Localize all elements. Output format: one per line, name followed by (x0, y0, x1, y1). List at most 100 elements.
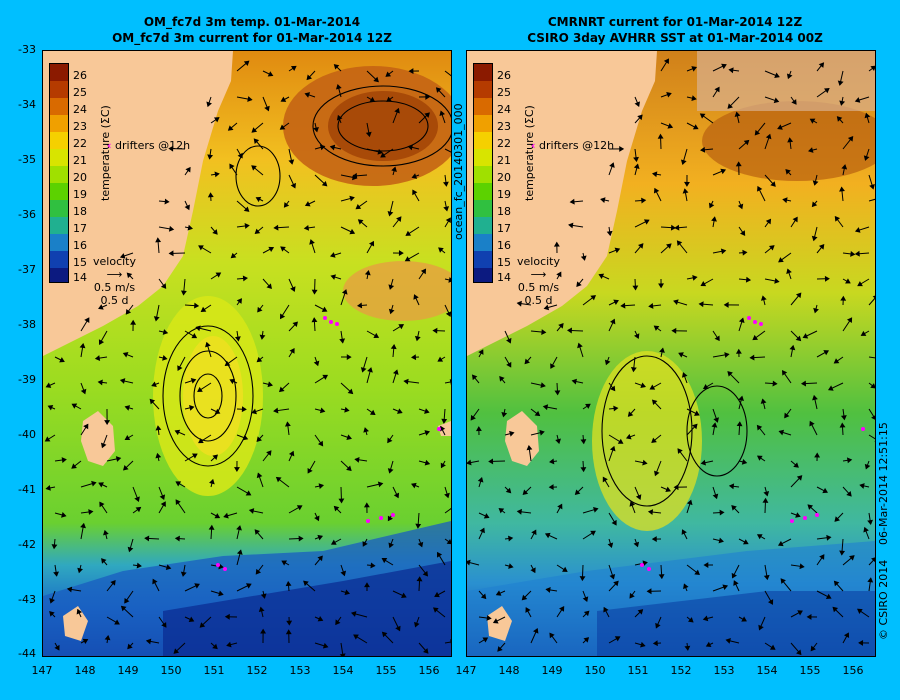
colorbar-title: temperature (ΣC) (523, 105, 536, 201)
arrow-head-icon (393, 492, 400, 499)
arrow-head-icon (837, 80, 844, 86)
arrow-head-icon (103, 529, 109, 536)
arrow-head-icon (66, 586, 73, 593)
arrow-head-icon (785, 169, 791, 175)
arrow-head-icon (362, 541, 368, 547)
arrow-head-icon (743, 139, 750, 146)
arrow-head-icon (187, 224, 193, 231)
arrow-head-icon (505, 487, 512, 494)
arrow-head-icon (613, 405, 619, 412)
arrow-head-icon (557, 503, 563, 510)
arrow-head-icon (259, 334, 266, 340)
arrow-head-icon (694, 569, 700, 576)
arrow-head-icon (255, 196, 262, 203)
arrow-head-icon (357, 219, 364, 225)
arrow-head-icon (350, 611, 357, 617)
arrow-head-icon (369, 96, 376, 102)
arrow-head-icon (256, 436, 262, 442)
arrow-head-icon (442, 181, 449, 187)
arrow-head-icon (610, 318, 616, 325)
arrow-head-icon (98, 482, 104, 488)
arrow-head-icon (207, 154, 214, 160)
arrow-head-icon (349, 228, 356, 235)
arrow-head-icon (471, 374, 478, 381)
arrow-head-icon (800, 380, 807, 387)
arrow-head-icon (413, 294, 419, 300)
arrow-head-icon (777, 124, 783, 130)
arrow-head-icon (214, 513, 221, 519)
arrow-head-icon (850, 251, 856, 257)
arrow-head-icon (796, 475, 803, 481)
arrow-head-icon (784, 412, 790, 419)
arrow-head-icon (398, 250, 404, 257)
current-vector-arrow (444, 508, 451, 514)
arrow-head-icon (364, 270, 371, 276)
arrow-head-icon (638, 243, 644, 249)
arrow-head-icon (267, 381, 273, 388)
arrow-head-icon (304, 92, 311, 98)
arrow-head-icon (311, 317, 318, 323)
arrow-head-icon (598, 273, 605, 279)
arrow-head-icon (857, 608, 863, 614)
arrow-head-icon (736, 421, 743, 427)
lon-tick: 151 (203, 664, 225, 677)
arrow-head-icon (677, 448, 683, 454)
arrow-head-icon (758, 624, 764, 631)
arrow-head-icon (124, 405, 131, 411)
arrow-head-icon (80, 522, 86, 529)
arrow-head-icon (284, 421, 291, 427)
arrow-head-icon (321, 306, 328, 312)
arrow-head-icon (833, 358, 840, 364)
arrow-head-icon (236, 525, 242, 531)
arrow-head-icon (152, 578, 158, 585)
arrow-head-icon (579, 576, 586, 582)
arrow-head-icon (279, 124, 286, 130)
model-map-panel: 26 25 24 23 22 21 20 19 18 17 16 15 14 t… (42, 50, 452, 657)
arrow-head-icon (373, 76, 379, 83)
arrow-head-icon (642, 560, 648, 567)
arrow-head-icon (508, 535, 514, 542)
arrow-head-icon (278, 386, 285, 393)
arrow-head-icon (94, 355, 101, 361)
arrow-head-icon (199, 622, 206, 628)
colorbar-label: 24 (497, 103, 511, 116)
arrow-head-icon (285, 629, 292, 635)
arrow-head-icon (437, 356, 444, 362)
arrow-head-icon (508, 563, 514, 569)
arrow-head-icon (549, 632, 555, 639)
arrow-head-icon (168, 145, 174, 152)
arrow-head-icon (823, 350, 830, 356)
arrow-head-icon (177, 365, 183, 371)
arrow-head-icon (432, 607, 439, 613)
arrow-head-icon (174, 429, 181, 436)
arrow-head-icon (492, 618, 499, 624)
arrow-head-icon (781, 369, 788, 376)
arrow-head-icon (441, 418, 448, 424)
velocity-legend: velocity ⟶ 0.5 m/s 0.5 d (93, 255, 136, 307)
lat-tick: -44 (18, 647, 36, 660)
arrow-head-icon (229, 163, 235, 170)
arrow-head-icon (54, 644, 60, 651)
arrow-head-icon (296, 505, 303, 511)
arrow-head-icon (542, 404, 549, 411)
colorbar-label: 20 (73, 171, 87, 184)
arrow-head-icon (122, 352, 129, 358)
arrow-head-icon (266, 450, 272, 456)
arrow-head-icon (651, 399, 658, 406)
arrow-head-icon (580, 439, 587, 445)
arrow-head-icon (189, 405, 195, 411)
arrow-head-icon (840, 295, 847, 301)
arrow-head-icon (288, 450, 295, 457)
arrow-head-icon (346, 465, 352, 472)
arrow-head-icon (245, 490, 252, 496)
arrow-head-icon (377, 148, 383, 155)
arrow-head-icon (155, 452, 162, 459)
arrow-head-icon (424, 459, 431, 466)
arrow-head-icon (61, 512, 67, 518)
arrow-head-icon (99, 501, 105, 508)
arrow-head-icon (550, 363, 556, 369)
arrow-head-icon (643, 219, 650, 225)
arrow-head-icon (49, 598, 55, 604)
arrow-head-icon (329, 252, 336, 258)
arrow-head-icon (637, 609, 644, 615)
